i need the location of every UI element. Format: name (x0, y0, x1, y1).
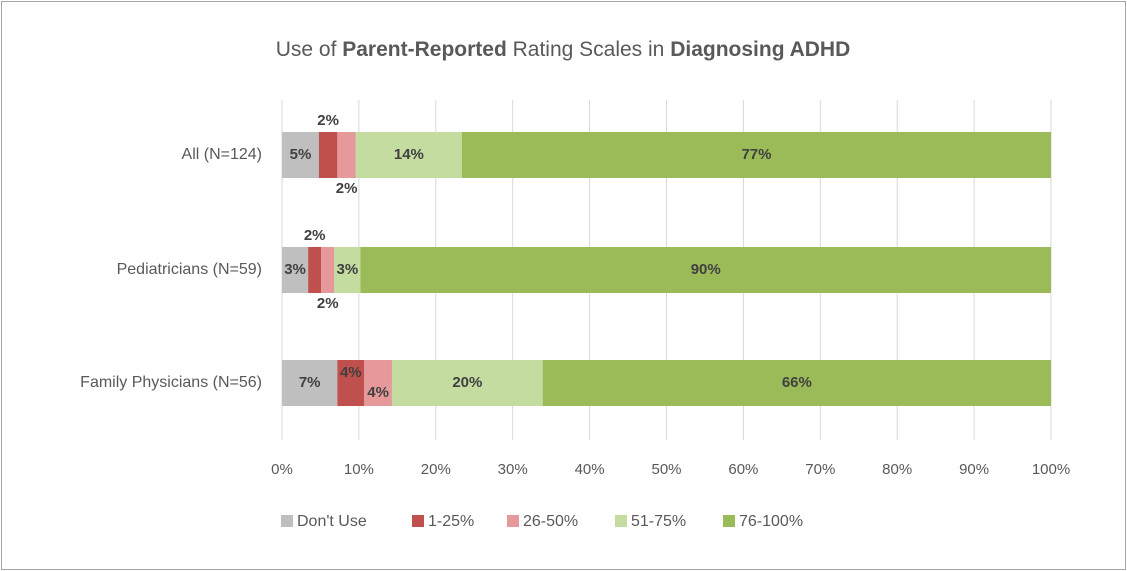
legend-swatch (723, 515, 735, 527)
data-label: 3% (337, 261, 359, 278)
x-tick-label: 10% (344, 461, 374, 478)
data-label: 4% (340, 364, 362, 381)
legend-swatch (281, 515, 293, 527)
bar-segment (337, 360, 365, 406)
data-label: 2% (336, 180, 358, 197)
x-tick-label: 90% (959, 461, 989, 478)
data-label: 14% (394, 146, 424, 163)
chart-title: Use of Parent-Reported Rating Scales in … (276, 38, 851, 61)
x-tick-label: 40% (575, 461, 605, 478)
data-label: 2% (304, 227, 326, 244)
data-label: 2% (317, 112, 339, 129)
x-tick-label: 20% (421, 461, 451, 478)
x-tick-label: 70% (805, 461, 835, 478)
x-tick-label: 80% (882, 461, 912, 478)
data-label: 20% (452, 374, 482, 391)
data-label: 5% (290, 146, 312, 163)
legend-label: 1-25% (428, 513, 474, 530)
bar-segment (461, 132, 1051, 178)
x-tick-label: 50% (651, 461, 681, 478)
x-tick-label: 100% (1032, 461, 1070, 478)
legend-label: Don't Use (297, 513, 367, 530)
bar-segment (282, 360, 338, 406)
title-part: Rating Scales in (507, 38, 670, 61)
title-part: Use of (276, 38, 343, 61)
bar-segment (308, 247, 322, 293)
x-tick-label: 30% (498, 461, 528, 478)
legend-swatch (507, 515, 519, 527)
y-tick-label: All (N=124) (182, 146, 262, 163)
bar-segment (360, 247, 1051, 293)
bar-segment (337, 132, 356, 178)
legend-swatch (615, 515, 627, 527)
data-label: 66% (782, 374, 812, 391)
legend-label: 76-100% (739, 513, 803, 530)
x-tick-label: 60% (728, 461, 758, 478)
bar-segment (334, 247, 361, 293)
data-label: 77% (741, 146, 771, 163)
data-label: 4% (367, 384, 389, 401)
data-label: 2% (317, 295, 339, 312)
legend-swatch (412, 515, 424, 527)
y-tick-label: Pediatricians (N=59) (117, 261, 262, 278)
data-label: 7% (299, 374, 321, 391)
bar-segment (364, 360, 392, 406)
bar-segment (318, 132, 338, 178)
bar-segment (321, 247, 335, 293)
title-part: Diagnosing ADHD (670, 38, 850, 61)
bar-segment (542, 360, 1051, 406)
bar-segment (282, 247, 309, 293)
x-tick-label: 0% (271, 461, 293, 478)
y-tick-label: Family Physicians (N=56) (80, 374, 262, 391)
bar-segment (355, 132, 462, 178)
legend-label: 51-75% (631, 513, 686, 530)
bar-segment (282, 132, 319, 178)
bar-segment (391, 360, 543, 406)
data-label: 90% (691, 261, 721, 278)
title-part: Parent-Reported (342, 38, 507, 61)
legend-label: 26-50% (523, 513, 578, 530)
data-label: 3% (284, 261, 306, 278)
